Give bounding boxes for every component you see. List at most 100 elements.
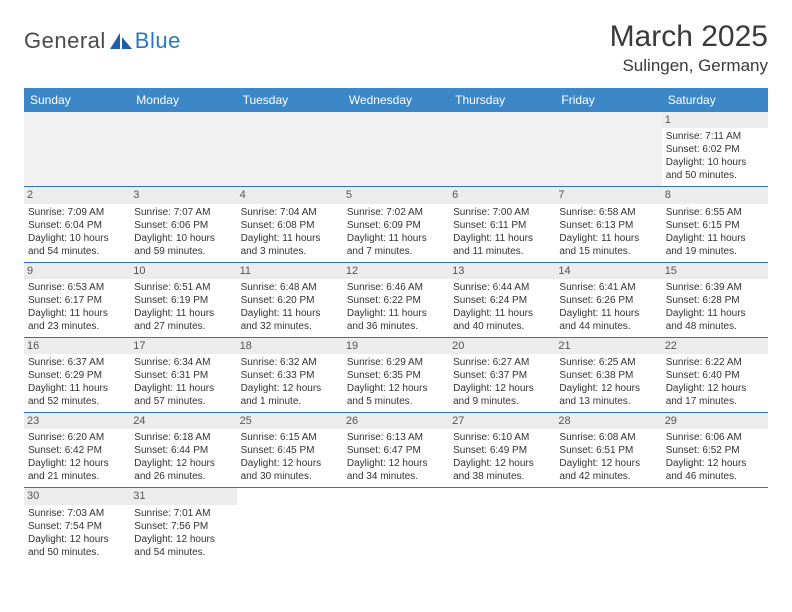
calendar-day-cell — [662, 488, 768, 563]
daylight-text: Daylight: 11 hours and 44 minutes. — [559, 307, 657, 333]
calendar-day-cell: 7 Sunrise: 6:58 AMSunset: 6:13 PMDaylight… — [555, 187, 661, 262]
day-number: 3 — [130, 187, 236, 203]
day-number: 1 — [662, 112, 768, 128]
calendar-day-cell: 12Sunrise: 6:46 AMSunset: 6:22 PMDayligh… — [343, 262, 449, 337]
day-number: 26 — [343, 413, 449, 429]
sunrise-text: Sunrise: 6:25 AM — [559, 356, 657, 369]
daylight-text: Daylight: 12 hours and 26 minutes. — [134, 457, 232, 483]
calendar-day-cell — [24, 112, 130, 187]
calendar-table: Sunday Monday Tuesday Wednesday Thursday… — [24, 88, 768, 563]
daylight-text: Daylight: 12 hours and 46 minutes. — [666, 457, 764, 483]
calendar-day-cell: 10Sunrise: 6:51 AMSunset: 6:19 PMDayligh… — [130, 262, 236, 337]
sunset-text: Sunset: 6:11 PM — [453, 219, 551, 232]
sunrise-text: Sunrise: 6:15 AM — [241, 431, 339, 444]
calendar-day-cell: 28Sunrise: 6:08 AMSunset: 6:51 PMDayligh… — [555, 413, 661, 488]
calendar-day-cell: 30Sunrise: 7:03 AMSunset: 7:54 PMDayligh… — [24, 488, 130, 563]
sunrise-text: Sunrise: 6:22 AM — [666, 356, 764, 369]
calendar-day-cell: 18Sunrise: 6:32 AMSunset: 6:33 PMDayligh… — [237, 337, 343, 412]
brand-text-2: Blue — [135, 28, 181, 54]
sail-icon — [108, 31, 134, 51]
calendar-day-cell: 20Sunrise: 6:27 AMSunset: 6:37 PMDayligh… — [449, 337, 555, 412]
sunrise-text: Sunrise: 7:07 AM — [134, 206, 232, 219]
calendar-week-row: 9Sunrise: 6:53 AMSunset: 6:17 PMDaylight… — [24, 262, 768, 337]
calendar-day-cell — [237, 488, 343, 563]
daylight-text: Daylight: 10 hours and 54 minutes. — [28, 232, 126, 258]
calendar-week-row: 2Sunrise: 7:09 AMSunset: 6:04 PMDaylight… — [24, 187, 768, 262]
sunrise-text: Sunrise: 6:55 AM — [666, 206, 764, 219]
day-number: 13 — [449, 263, 555, 279]
sunset-text: Sunset: 6:04 PM — [28, 219, 126, 232]
daylight-text: Daylight: 12 hours and 9 minutes. — [453, 382, 551, 408]
daylight-text: Daylight: 11 hours and 52 minutes. — [28, 382, 126, 408]
day-number: 16 — [24, 338, 130, 354]
day-number: 7 — [555, 187, 661, 203]
calendar-day-cell: 15Sunrise: 6:39 AMSunset: 6:28 PMDayligh… — [662, 262, 768, 337]
calendar-day-cell — [449, 488, 555, 563]
sunset-text: Sunset: 6:02 PM — [666, 143, 764, 156]
sunrise-text: Sunrise: 6:44 AM — [453, 281, 551, 294]
sunrise-text: Sunrise: 6:41 AM — [559, 281, 657, 294]
day-number: 29 — [662, 413, 768, 429]
sunset-text: Sunset: 6:19 PM — [134, 294, 232, 307]
sunrise-text: Sunrise: 6:13 AM — [347, 431, 445, 444]
sunrise-text: Sunrise: 6:46 AM — [347, 281, 445, 294]
day-number: 30 — [24, 488, 130, 504]
day-number: 6 — [449, 187, 555, 203]
sunrise-text: Sunrise: 7:01 AM — [134, 507, 232, 520]
sunset-text: Sunset: 6:26 PM — [559, 294, 657, 307]
weekday-header: Tuesday — [237, 88, 343, 112]
calendar-day-cell: 9Sunrise: 6:53 AMSunset: 6:17 PMDaylight… — [24, 262, 130, 337]
calendar-week-row: 23Sunrise: 6:20 AMSunset: 6:42 PMDayligh… — [24, 413, 768, 488]
daylight-text: Daylight: 12 hours and 50 minutes. — [28, 533, 126, 559]
weekday-header: Monday — [130, 88, 236, 112]
daylight-text: Daylight: 11 hours and 11 minutes. — [453, 232, 551, 258]
calendar-day-cell: 8Sunrise: 6:55 AMSunset: 6:15 PMDaylight… — [662, 187, 768, 262]
calendar-day-cell: 14Sunrise: 6:41 AMSunset: 6:26 PMDayligh… — [555, 262, 661, 337]
sunrise-text: Sunrise: 6:32 AM — [241, 356, 339, 369]
sunset-text: Sunset: 6:29 PM — [28, 369, 126, 382]
day-number: 11 — [237, 263, 343, 279]
sunset-text: Sunset: 6:40 PM — [666, 369, 764, 382]
sunrise-text: Sunrise: 6:06 AM — [666, 431, 764, 444]
calendar-day-cell — [555, 112, 661, 187]
day-number: 18 — [237, 338, 343, 354]
sunset-text: Sunset: 6:24 PM — [453, 294, 551, 307]
calendar-day-cell: 3Sunrise: 7:07 AMSunset: 6:06 PMDaylight… — [130, 187, 236, 262]
sunrise-text: Sunrise: 7:04 AM — [241, 206, 339, 219]
day-number: 5 — [343, 187, 449, 203]
sunrise-text: Sunrise: 6:18 AM — [134, 431, 232, 444]
calendar-day-cell: 29 Sunrise: 6:06 AMSunset: 6:52 PMDayligh… — [662, 413, 768, 488]
location: Sulingen, Germany — [610, 56, 768, 76]
weekday-header: Thursday — [449, 88, 555, 112]
daylight-text: Daylight: 11 hours and 27 minutes. — [134, 307, 232, 333]
daylight-text: Daylight: 11 hours and 15 minutes. — [559, 232, 657, 258]
daylight-text: Daylight: 11 hours and 57 minutes. — [134, 382, 232, 408]
sunset-text: Sunset: 6:13 PM — [559, 219, 657, 232]
daylight-text: Daylight: 11 hours and 3 minutes. — [241, 232, 339, 258]
sunrise-text: Sunrise: 6:27 AM — [453, 356, 551, 369]
day-number: 20 — [449, 338, 555, 354]
sunset-text: Sunset: 6:06 PM — [134, 219, 232, 232]
sunrise-text: Sunrise: 6:20 AM — [28, 431, 126, 444]
sunset-text: Sunset: 6:08 PM — [241, 219, 339, 232]
calendar-week-row: 16Sunrise: 6:37 AMSunset: 6:29 PMDayligh… — [24, 337, 768, 412]
sunset-text: Sunset: 6:09 PM — [347, 219, 445, 232]
brand-text-1: General — [24, 28, 106, 54]
daylight-text: Daylight: 12 hours and 17 minutes. — [666, 382, 764, 408]
sunrise-text: Sunrise: 6:58 AM — [559, 206, 657, 219]
calendar-day-cell: 5Sunrise: 7:02 AMSunset: 6:09 PMDaylight… — [343, 187, 449, 262]
month-title: March 2025 — [610, 20, 768, 54]
calendar-day-cell: 16Sunrise: 6:37 AMSunset: 6:29 PMDayligh… — [24, 337, 130, 412]
weekday-header: Sunday — [24, 88, 130, 112]
sunset-text: Sunset: 6:52 PM — [666, 444, 764, 457]
calendar-day-cell — [343, 112, 449, 187]
day-number: 8 — [662, 187, 768, 203]
calendar-day-cell: 26Sunrise: 6:13 AMSunset: 6:47 PMDayligh… — [343, 413, 449, 488]
calendar-day-cell: 19Sunrise: 6:29 AMSunset: 6:35 PMDayligh… — [343, 337, 449, 412]
calendar-day-cell: 27Sunrise: 6:10 AMSunset: 6:49 PMDayligh… — [449, 413, 555, 488]
calendar-day-cell: 25Sunrise: 6:15 AMSunset: 6:45 PMDayligh… — [237, 413, 343, 488]
sunset-text: Sunset: 6:20 PM — [241, 294, 339, 307]
calendar-day-cell: 22 Sunrise: 6:22 AMSunset: 6:40 PMDayligh… — [662, 337, 768, 412]
day-number: 22 — [662, 338, 768, 354]
daylight-text: Daylight: 11 hours and 19 minutes. — [666, 232, 764, 258]
